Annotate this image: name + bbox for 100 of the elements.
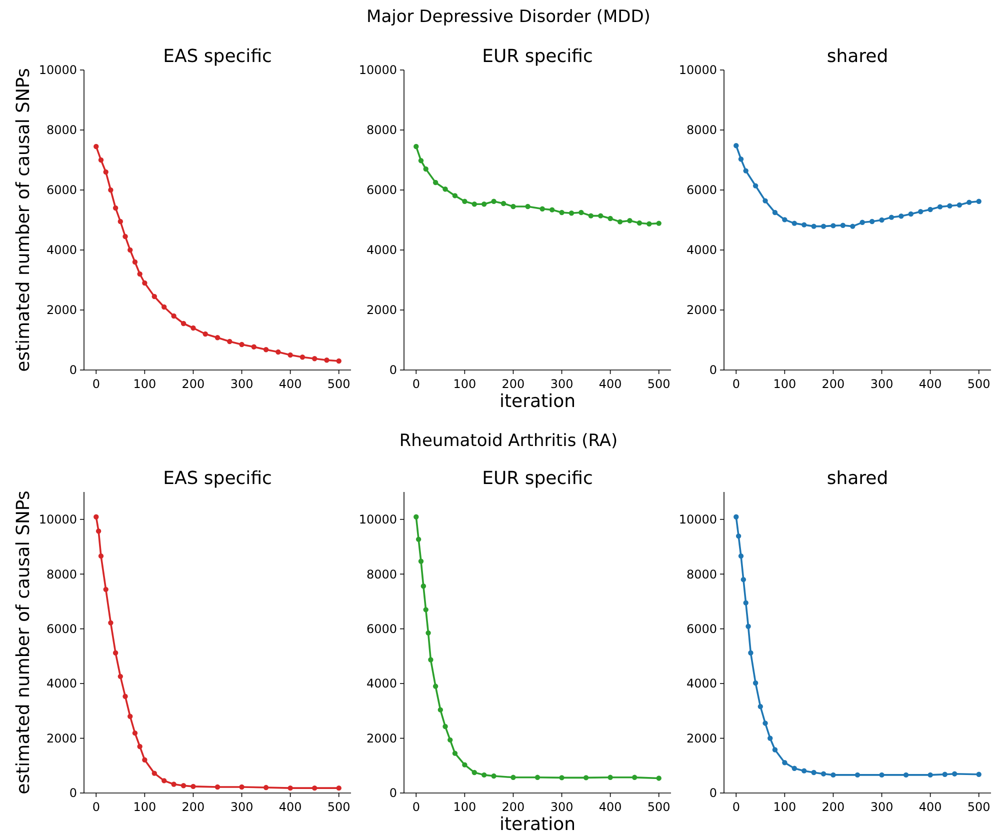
y-tick-label: 4000: [366, 676, 397, 691]
point: [830, 223, 836, 228]
point: [276, 349, 281, 355]
point: [491, 773, 496, 779]
point: [96, 528, 102, 534]
point: [736, 533, 742, 539]
x-tick-label: 100: [773, 377, 796, 391]
x-tick-label: 500: [647, 377, 670, 391]
point: [251, 344, 257, 350]
point: [118, 218, 124, 224]
chart-title: shared: [826, 46, 888, 67]
point: [583, 775, 589, 780]
text: Major Depressive Disorder (MDD): [366, 7, 650, 27]
y-tick-label: 10000: [358, 512, 397, 527]
point: [214, 335, 220, 340]
x-tick-label: 500: [967, 377, 990, 391]
y-tick-label: 0: [69, 363, 77, 378]
point: [636, 220, 642, 226]
point: [947, 203, 952, 208]
point: [811, 770, 816, 776]
point: [772, 210, 778, 216]
point: [190, 325, 196, 331]
point: [928, 206, 933, 212]
point: [578, 210, 584, 216]
point: [300, 354, 306, 360]
point: [802, 768, 807, 774]
point: [782, 760, 788, 766]
y-tick-label: 6000: [686, 622, 717, 636]
y-tick-label: 2000: [46, 731, 77, 746]
y-tick-label: 10000: [678, 512, 717, 527]
x-tick-label: 200: [182, 800, 205, 814]
point: [559, 775, 564, 780]
x-tick-label: 100: [453, 377, 476, 391]
x-tick-label: 100: [133, 377, 156, 391]
x-tick-label: 300: [870, 377, 894, 391]
point: [746, 624, 751, 629]
point: [734, 514, 739, 520]
point: [108, 187, 114, 193]
point: [418, 158, 424, 164]
x-tick-label: 100: [453, 800, 476, 814]
y-axis-title: estimated number of causal SNPs: [13, 68, 34, 372]
point: [792, 220, 797, 226]
point: [128, 247, 133, 253]
x-tick-label: 300: [870, 800, 894, 814]
point: [312, 785, 318, 791]
point: [442, 186, 448, 192]
point: [743, 168, 748, 174]
text: Rheumatoid Arthritis (RA): [399, 431, 618, 451]
y-tick-label: 0: [709, 786, 717, 800]
y-tick-label: 4000: [366, 243, 397, 258]
point: [336, 785, 342, 791]
y-tick-label: 8000: [366, 567, 397, 582]
point: [112, 650, 118, 656]
point: [312, 356, 318, 362]
point: [758, 704, 764, 710]
point: [608, 774, 613, 780]
point: [432, 684, 438, 689]
y-tick-label: 8000: [46, 567, 77, 582]
point: [94, 144, 99, 150]
point: [966, 200, 972, 205]
x-tick-label: 500: [327, 800, 350, 814]
point: [830, 772, 836, 778]
x-tick-label: 200: [502, 377, 525, 391]
y-tick-label: 4000: [46, 676, 77, 691]
point: [491, 198, 496, 204]
point: [510, 204, 516, 210]
point: [608, 216, 613, 222]
point: [588, 213, 594, 218]
point: [142, 757, 148, 762]
point: [820, 771, 826, 776]
point: [656, 220, 662, 226]
y-tick-label: 6000: [366, 183, 397, 198]
point: [122, 694, 128, 700]
point: [452, 750, 458, 756]
y-tick-label: 2000: [366, 303, 397, 318]
chart-title: EAS specific: [163, 46, 272, 67]
point: [462, 762, 468, 768]
point: [908, 211, 914, 217]
point: [118, 674, 124, 680]
y-tick-label: 2000: [46, 303, 77, 318]
x-tick-label: 0: [92, 377, 100, 391]
point: [112, 205, 118, 211]
x-tick-label: 400: [918, 800, 942, 814]
point: [137, 744, 142, 750]
point: [423, 166, 428, 172]
x-axis-title: iteration: [499, 391, 576, 412]
point: [879, 217, 884, 223]
point: [860, 220, 865, 225]
point: [152, 770, 157, 776]
point: [937, 204, 943, 210]
point: [617, 219, 623, 224]
point: [94, 514, 99, 520]
point: [239, 342, 244, 348]
x-tick-label: 0: [412, 800, 420, 814]
point: [472, 202, 477, 207]
point: [898, 214, 904, 219]
x-tick-label: 300: [230, 377, 254, 391]
x-tick-label: 500: [647, 800, 670, 814]
x-tick-label: 0: [732, 800, 740, 814]
point: [525, 204, 530, 210]
